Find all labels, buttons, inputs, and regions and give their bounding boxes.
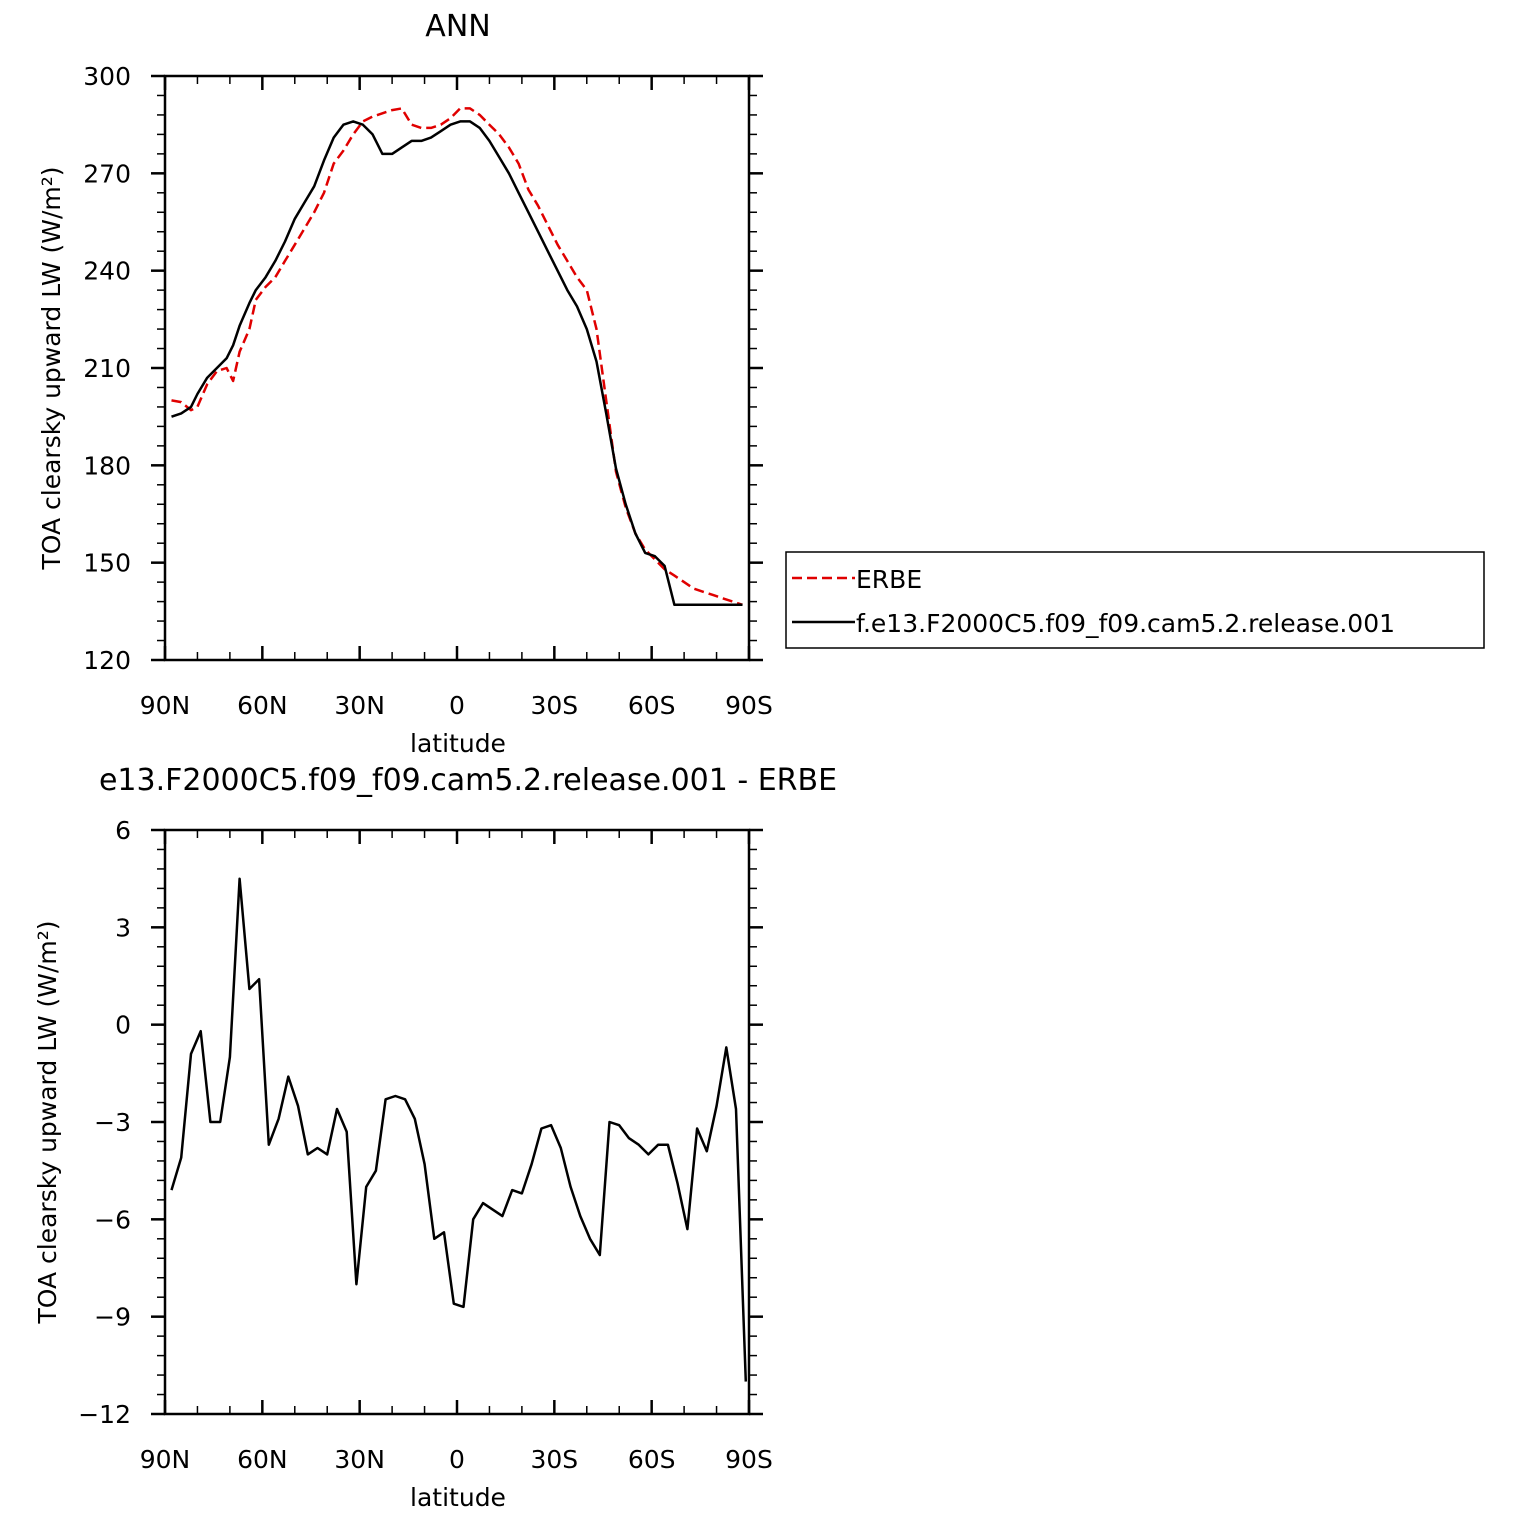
- y-tick-label: −3: [94, 1108, 131, 1137]
- y-tick-label: 0: [115, 1011, 131, 1040]
- top-series-lines: [171, 107, 743, 607]
- x-tick-label: 0: [449, 691, 465, 720]
- top-panel: ANN 90N 60N 30N 0 30S 60S 90S 120 150 180 210 240 2…: [37, 9, 1485, 758]
- y-tick-label: 3: [115, 913, 131, 942]
- bottom-chart-title: e13.F2000C5.f09_f09.cam5.2.release.001 -…: [99, 763, 837, 798]
- bottom-y-axis-label: TOA clearsky upward LW (W/m²): [33, 920, 62, 1324]
- y-tick-label: −6: [94, 1205, 131, 1234]
- legend-label-model: f.e13.F2000C5.f09_f09.cam5.2.release.001: [856, 609, 1395, 638]
- bottom-series-lines: [170, 877, 748, 1382]
- y-tick-label: 150: [83, 549, 131, 578]
- bottom-plot-frame: [163, 828, 751, 1416]
- top-plot-frame: [163, 74, 751, 662]
- y-tick-label: 300: [83, 62, 131, 91]
- series-line-0: [171, 107, 743, 606]
- top-chart-title: ANN: [425, 9, 490, 44]
- bottom-y-tick-labels: −12 −9 −6 −3 0 3 6: [78, 816, 131, 1429]
- top-x-tick-labels: 90N 60N 30N 0 30S 60S 90S: [140, 691, 773, 720]
- x-tick-label: 30N: [334, 1445, 385, 1474]
- x-tick-label: 60S: [628, 691, 676, 720]
- top-y-tick-labels: 120 150 180 210 240 270 300: [83, 62, 131, 675]
- x-tick-label: 60N: [237, 1445, 288, 1474]
- x-tick-label: 0: [449, 1445, 465, 1474]
- legend: ERBE f.e13.F2000C5.f09_f09.cam5.2.releas…: [785, 551, 1485, 649]
- series-line-1: [171, 120, 743, 607]
- y-tick-label: 6: [115, 816, 131, 845]
- x-tick-label: 30S: [530, 691, 578, 720]
- legend-box: [785, 551, 1485, 649]
- x-tick-label: 60N: [237, 691, 288, 720]
- bottom-panel: e13.F2000C5.f09_f09.cam5.2.release.001 -…: [33, 763, 837, 1512]
- legend-label-erbe: ERBE: [856, 565, 922, 594]
- top-x-axis-label: latitude: [410, 729, 506, 758]
- x-tick-label: 90N: [140, 691, 191, 720]
- top-axis-ticks: [151, 74, 763, 662]
- y-tick-label: −12: [78, 1400, 131, 1429]
- y-tick-label: 180: [83, 451, 131, 480]
- x-tick-label: 90S: [725, 691, 773, 720]
- x-tick-label: 60S: [628, 1445, 676, 1474]
- y-tick-label: 240: [83, 257, 131, 286]
- x-tick-label: 90N: [140, 1445, 191, 1474]
- y-tick-label: 270: [83, 159, 131, 188]
- series-line-0: [170, 877, 748, 1382]
- bottom-x-tick-labels: 90N 60N 30N 0 30S 60S 90S: [140, 1445, 773, 1474]
- x-tick-label: 30N: [334, 691, 385, 720]
- y-tick-label: 210: [83, 354, 131, 383]
- bottom-x-axis-label: latitude: [410, 1483, 506, 1512]
- y-tick-label: −9: [94, 1303, 131, 1332]
- x-tick-label: 30S: [530, 1445, 578, 1474]
- y-tick-label: 120: [83, 646, 131, 675]
- top-y-axis-label: TOA clearsky upward LW (W/m²): [37, 166, 66, 570]
- x-tick-label: 90S: [725, 1445, 773, 1474]
- bottom-axis-ticks: [151, 828, 763, 1416]
